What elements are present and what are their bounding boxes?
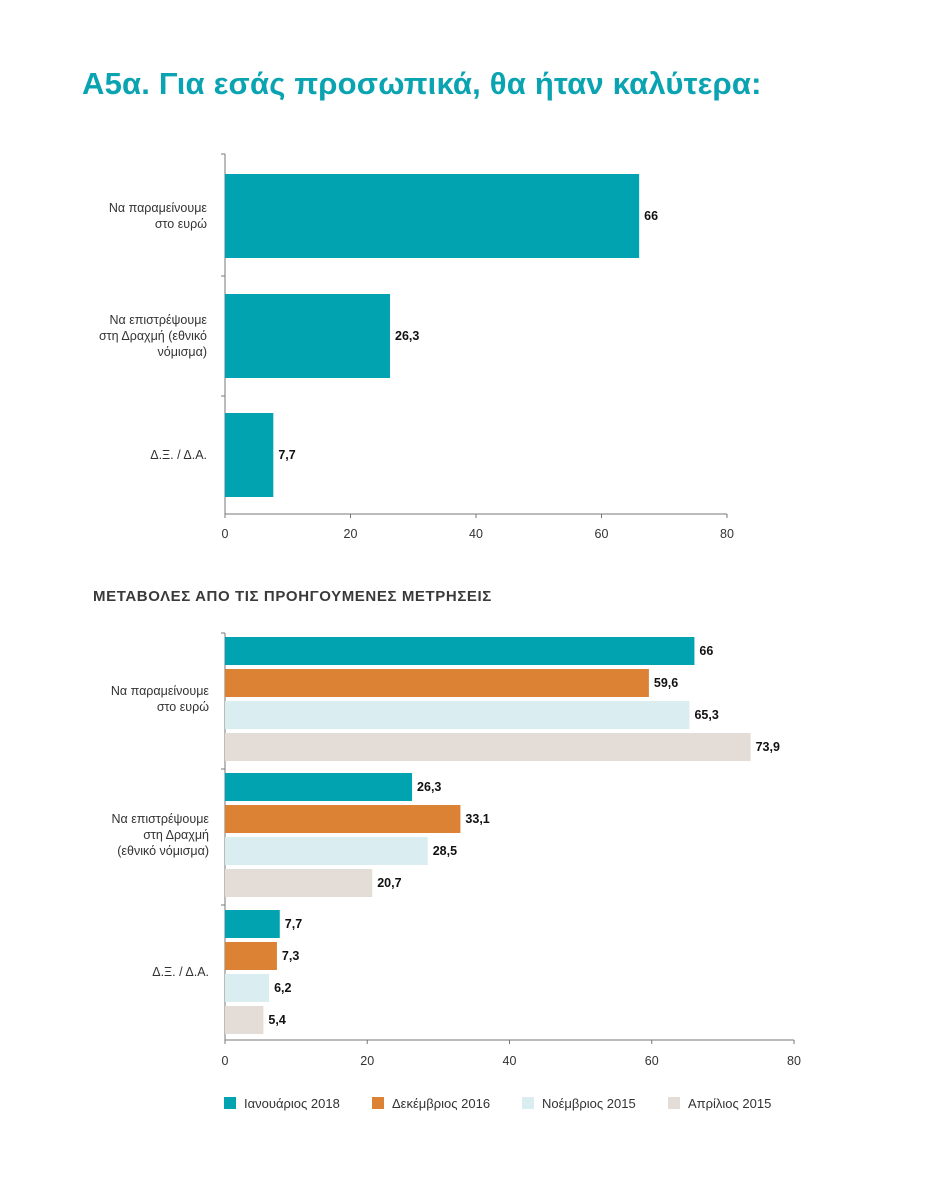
category-label: Δ.Ξ. / Δ.Α.	[152, 965, 209, 979]
x-tick-label: 20	[344, 527, 358, 541]
legend-swatch	[668, 1097, 680, 1109]
data-label: 26,3	[417, 780, 441, 794]
bar	[225, 701, 690, 729]
category-label: στο ευρώ	[157, 700, 209, 714]
chart-overall: 0 20 40 60 80 66 Να παραμείνουμε στο ευρώ 26,3 Να…	[99, 153, 734, 541]
legend-label: Ιανουάριος 2018	[244, 1096, 340, 1111]
data-label: 26,3	[395, 329, 419, 343]
category-label: Να επιστρέψουμε	[109, 313, 207, 327]
legend-swatch	[372, 1097, 384, 1109]
x-tick-label: 60	[645, 1054, 659, 1068]
category-label: στη Δραχμή	[143, 828, 209, 842]
data-label: 7,7	[278, 448, 295, 462]
bar	[225, 669, 649, 697]
bar	[225, 174, 640, 258]
category-label: Να επιστρέψουμε	[111, 812, 209, 826]
data-label: 5,4	[268, 1013, 285, 1027]
bar	[225, 733, 751, 761]
legend-swatch	[224, 1097, 236, 1109]
category-label: στη Δραχμή (εθνικό	[99, 329, 207, 343]
data-label: 6,2	[274, 981, 291, 995]
legend-label: Δεκέμβριος 2016	[392, 1096, 490, 1111]
data-label: 7,3	[282, 949, 299, 963]
legend-label: Νοέμβριος 2015	[542, 1096, 636, 1111]
category-label: στο ευρώ	[155, 217, 207, 231]
x-tick-label: 40	[469, 527, 483, 541]
data-label: 7,7	[285, 917, 302, 931]
bar	[225, 294, 391, 378]
x-tick-label: 80	[787, 1054, 801, 1068]
data-label: 66	[644, 209, 658, 223]
category-label: Να παραμείνουμε	[111, 684, 210, 698]
bar	[225, 413, 274, 497]
bar	[225, 805, 461, 833]
bar	[225, 942, 277, 970]
bar	[225, 773, 413, 801]
x-tick-label: 0	[222, 1054, 229, 1068]
bar	[225, 1006, 264, 1034]
legend-label: Απρίλιος 2015	[688, 1096, 771, 1111]
category-label: (εθνικό νόμισμα)	[117, 844, 209, 858]
category-label: νόμισμα)	[158, 345, 208, 359]
bar	[225, 974, 270, 1002]
data-label: 28,5	[433, 844, 457, 858]
x-tick-label: 20	[360, 1054, 374, 1068]
page-title: Α5α. Για εσάς προσωπικά, θα ήταν καλύτερ…	[82, 66, 762, 101]
data-label: 66	[699, 644, 713, 658]
data-label: 65,3	[694, 708, 718, 722]
data-label: 20,7	[377, 876, 401, 890]
category-label: Να παραμείνουμε	[109, 201, 208, 215]
data-label: 33,1	[465, 812, 489, 826]
x-tick-label: 40	[503, 1054, 517, 1068]
x-tick-label: 0	[222, 527, 229, 541]
x-tick-label: 60	[595, 527, 609, 541]
data-label: 73,9	[756, 740, 780, 754]
section-title: ΜΕΤΑΒΟΛΕΣ ΑΠΟ ΤΙΣ ΠΡΟΗΓΟΥΜΕΝΕΣ ΜΕΤΡΗΣΕΙΣ	[93, 588, 492, 605]
bar	[225, 637, 695, 665]
legend-swatch	[522, 1097, 534, 1109]
bar	[225, 910, 280, 938]
x-tick-label: 80	[720, 527, 734, 541]
bar	[225, 869, 373, 897]
bar	[225, 837, 428, 865]
data-label: 59,6	[654, 676, 678, 690]
category-label: Δ.Ξ. / Δ.Α.	[150, 448, 207, 462]
